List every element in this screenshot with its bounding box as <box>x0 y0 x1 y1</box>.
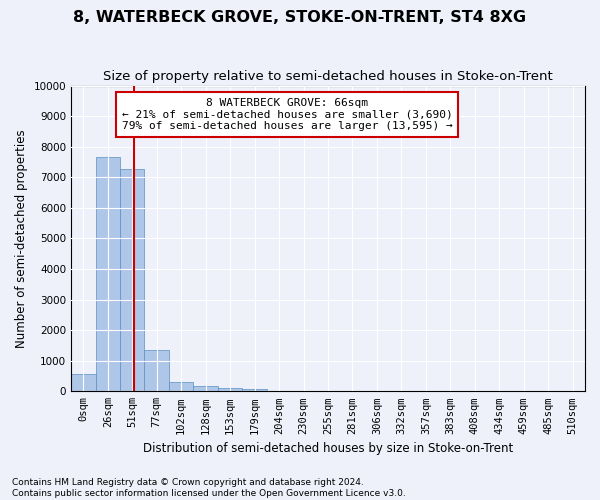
Bar <box>169 382 193 392</box>
Bar <box>71 374 95 392</box>
Title: Size of property relative to semi-detached houses in Stoke-on-Trent: Size of property relative to semi-detach… <box>103 70 553 83</box>
Bar <box>145 350 169 392</box>
Bar <box>218 388 242 392</box>
Bar <box>193 386 218 392</box>
Text: 8 WATERBECK GROVE: 66sqm
← 21% of semi-detached houses are smaller (3,690)
79% o: 8 WATERBECK GROVE: 66sqm ← 21% of semi-d… <box>122 98 452 131</box>
Text: Contains HM Land Registry data © Crown copyright and database right 2024.
Contai: Contains HM Land Registry data © Crown c… <box>12 478 406 498</box>
X-axis label: Distribution of semi-detached houses by size in Stoke-on-Trent: Distribution of semi-detached houses by … <box>143 442 513 455</box>
Bar <box>242 389 267 392</box>
Y-axis label: Number of semi-detached properties: Number of semi-detached properties <box>15 129 28 348</box>
Text: 8, WATERBECK GROVE, STOKE-ON-TRENT, ST4 8XG: 8, WATERBECK GROVE, STOKE-ON-TRENT, ST4 … <box>73 10 527 25</box>
Bar <box>120 168 145 392</box>
Bar <box>95 158 120 392</box>
